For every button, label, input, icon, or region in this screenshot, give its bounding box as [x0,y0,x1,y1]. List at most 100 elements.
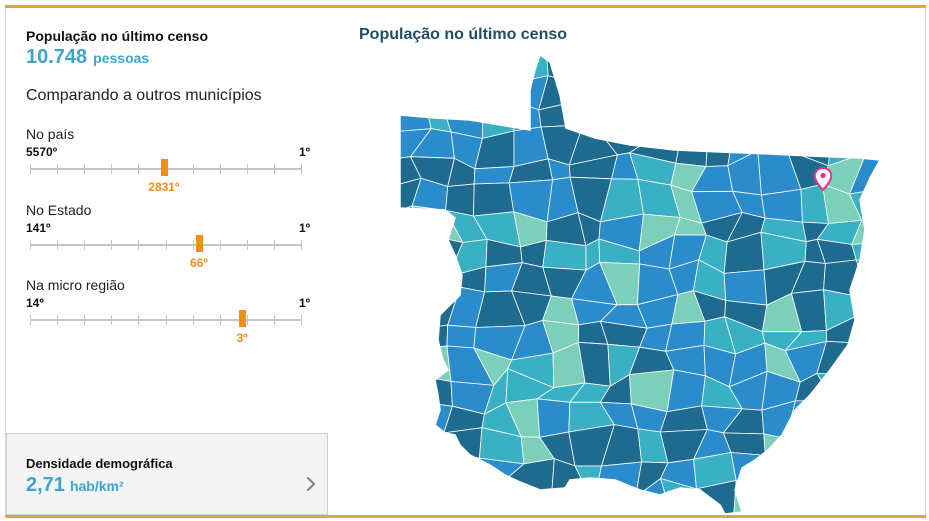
slider-tick [247,164,248,174]
municipality-region[interactable] [390,347,431,379]
municipality-region[interactable] [666,369,706,413]
municipality-region[interactable] [577,477,610,515]
municipality-region[interactable] [816,454,864,492]
municipality-region[interactable] [390,432,433,467]
municipality-region[interactable] [786,487,829,516]
municipality-region[interactable] [473,166,515,185]
municipality-region[interactable] [572,50,613,84]
municipality-region[interactable] [787,70,839,104]
municipality-region[interactable] [856,295,891,325]
municipality-region[interactable] [734,98,762,130]
municipality-region[interactable] [855,259,890,299]
municipality-region[interactable] [816,70,864,108]
municipality-region[interactable] [853,104,890,142]
municipality-region[interactable] [412,272,462,302]
municipality-region[interactable] [390,459,433,493]
chevron-right-icon[interactable] [303,474,319,494]
rank-low: 14º [26,296,44,310]
slider-tick [247,315,248,325]
municipality-region[interactable] [446,324,477,349]
municipality-region[interactable] [849,374,891,407]
municipality-region[interactable] [633,99,682,142]
municipality-region[interactable] [390,295,429,328]
municipality-region[interactable] [825,400,866,438]
municipality-region[interactable] [420,50,454,80]
municipality-region[interactable] [763,433,787,471]
municipality-region[interactable] [482,50,516,86]
municipality-region[interactable] [572,68,613,114]
municipality-region[interactable] [443,427,483,459]
municipality-region[interactable] [723,269,768,306]
municipality-region[interactable] [733,479,766,515]
municipality-region[interactable] [825,424,866,470]
municipality-region[interactable] [826,50,860,79]
municipality-region[interactable] [784,436,831,471]
municipality-region[interactable] [789,96,833,138]
municipality-region[interactable] [764,50,797,87]
municipality-region[interactable] [390,50,422,79]
municipality-region[interactable] [536,398,571,438]
municipality-region[interactable] [856,76,890,108]
municipality-region[interactable] [390,374,413,407]
municipality-region[interactable] [542,239,587,271]
slider-tick [220,164,221,174]
municipality-region[interactable] [726,50,776,87]
municipality-region[interactable] [420,71,446,115]
municipality-region[interactable] [473,182,515,217]
municipality-region[interactable] [639,50,676,73]
municipality-region[interactable] [411,400,453,441]
municipality-region[interactable] [860,403,890,434]
municipality-region[interactable] [787,50,839,77]
municipality-region[interactable] [759,486,797,515]
slider-tick [57,240,58,250]
municipality-region[interactable] [755,75,796,100]
municipality-region[interactable] [852,131,890,160]
municipality-region[interactable] [599,111,649,142]
municipality-region[interactable] [390,205,421,243]
municipality-region[interactable] [390,232,421,274]
municipality-region[interactable] [390,268,416,302]
municipality-region[interactable] [443,72,484,115]
municipality-region[interactable] [704,102,740,136]
municipality-region[interactable] [670,99,709,140]
municipality-region[interactable] [608,50,641,73]
municipality-region[interactable] [757,128,791,152]
slider-tick [111,164,112,174]
municipality-region[interactable] [390,487,422,515]
municipality-region[interactable] [756,96,796,131]
municipality-region[interactable] [761,188,803,223]
municipality-region[interactable] [670,50,705,78]
municipality-region[interactable] [670,70,706,104]
municipality-region[interactable] [414,454,463,493]
municipality-region[interactable] [858,487,890,515]
panel-frame [5,8,926,515]
density-card[interactable]: Densidade demográfica 2,71 hab/km² [6,433,328,515]
rank-marker [239,310,247,327]
municipality-region[interactable] [390,76,426,106]
municipality-region[interactable] [390,323,431,352]
municipality-region[interactable] [726,68,776,109]
municipality-region[interactable] [703,68,740,109]
municipality-region[interactable] [852,424,890,470]
municipality-region[interactable] [390,400,421,441]
municipality-region[interactable] [482,76,517,102]
municipality-region[interactable] [415,485,456,515]
population-value: 10.748 pessoas [26,46,149,69]
municipality-region[interactable] [483,477,516,515]
municipality-region[interactable] [452,479,492,515]
municipality-region[interactable] [816,488,864,515]
municipality-region[interactable] [784,454,831,490]
municipality-region[interactable] [702,50,735,78]
location-pin-icon[interactable] [813,166,833,192]
municipality-region[interactable] [443,50,485,78]
slider-tick [30,240,31,250]
municipality-region[interactable] [849,342,891,379]
municipality-region[interactable] [633,70,676,113]
municipality-region[interactable] [856,50,890,79]
municipality-region[interactable] [852,459,890,492]
municipality-region[interactable] [599,68,641,114]
municipality-region[interactable] [857,315,891,352]
slider-tick [84,240,85,250]
municipality-region[interactable] [816,102,864,142]
municipality-region[interactable] [759,454,788,488]
